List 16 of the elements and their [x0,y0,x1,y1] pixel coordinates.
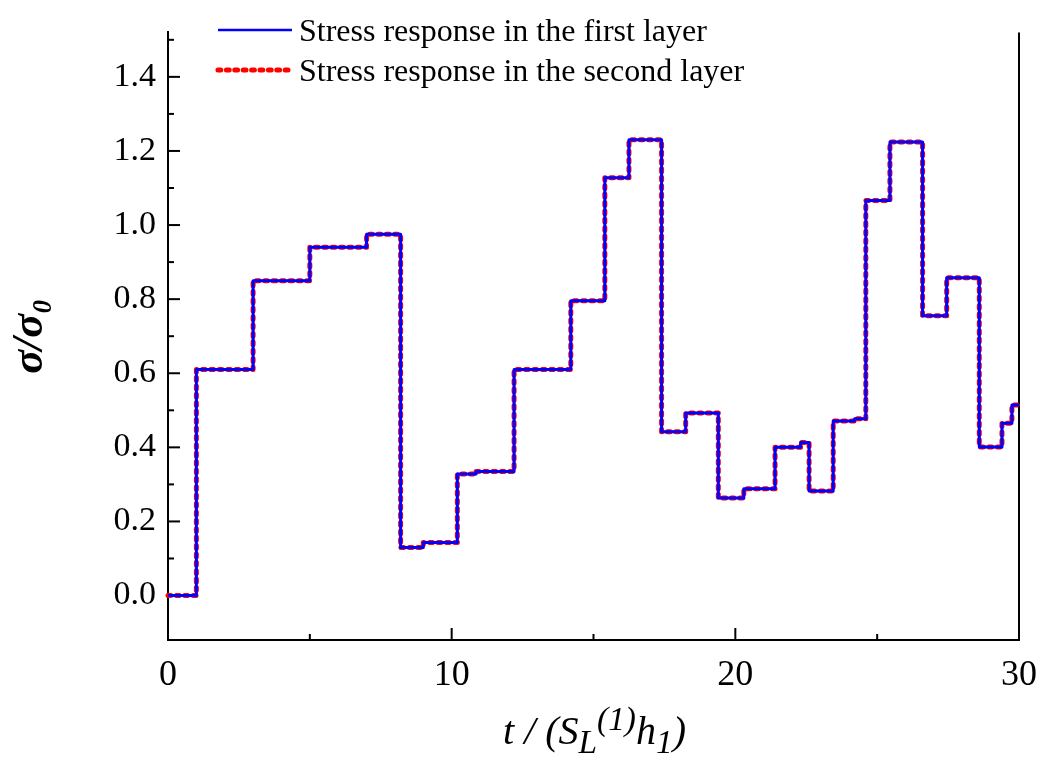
legend-label: Stress response in the first layer [299,11,707,49]
y-tick-label: 0.8 [113,278,156,316]
legend-label: Stress response in the second layer [299,51,745,89]
x-tick-label: 0 [159,653,177,694]
y-tick-label: 0.2 [113,500,156,538]
y-tick-label: 1.2 [113,129,156,167]
y-tick-label: 0.6 [113,352,156,390]
x-tick-label: 30 [1001,653,1037,694]
y-axis-title: σ/σ₀ [2,298,52,374]
x-tick-label: 20 [717,653,754,694]
x-axis-title: t / (S$_{L}$$^{(1)}$h$_{1}$) [502,700,687,762]
x-tick-label: 10 [433,653,470,694]
y-tick-label: 0.4 [113,426,156,464]
y-tick-label: 1.4 [113,55,156,93]
y-tick-label: 0.0 [113,574,156,612]
y-tick-label: 1.0 [113,203,156,241]
